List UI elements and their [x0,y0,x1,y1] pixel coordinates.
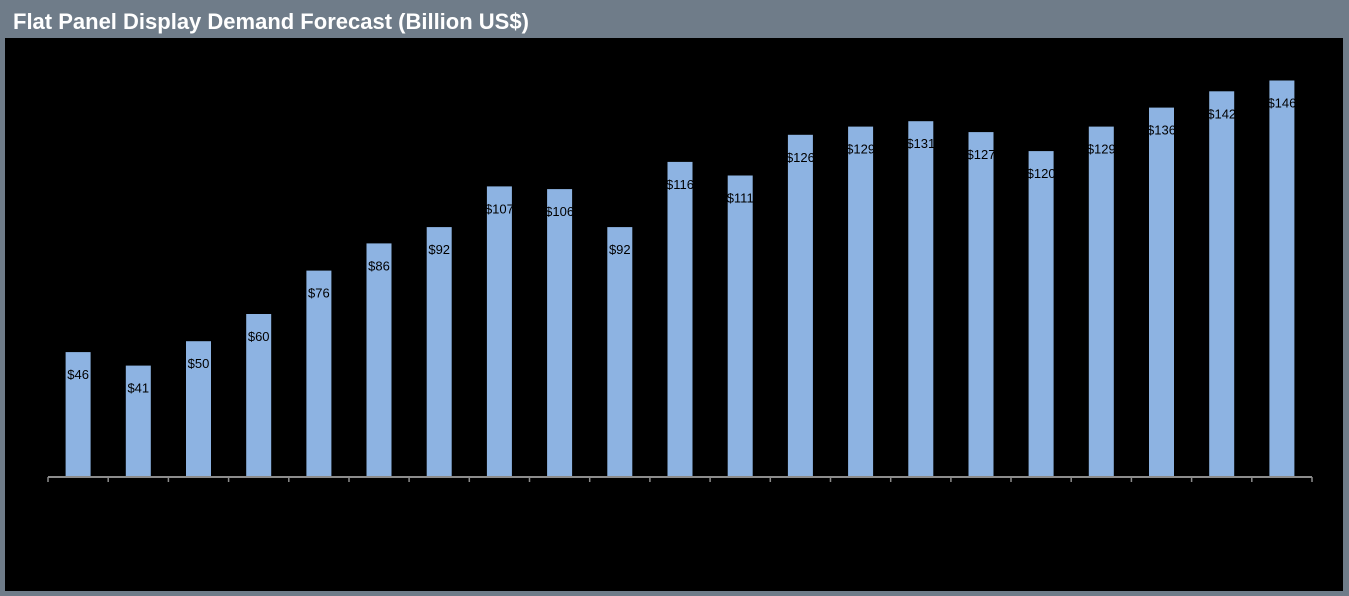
bar-20 [1209,91,1235,478]
bar-5 [306,270,332,477]
bar-3 [186,341,211,477]
data-label-21: $146 [1267,96,1296,111]
data-label-4: $60 [248,329,270,344]
bar-2 [125,365,151,477]
data-label-18: $129 [1087,142,1116,157]
data-label-6: $86 [368,258,390,273]
bar-17 [1028,151,1054,477]
data-label-2: $41 [127,381,149,396]
bar-11 [667,161,693,477]
data-label-11: $116 [666,177,694,192]
data-label-3: $50 [188,356,210,371]
data-label-7: $92 [428,242,450,257]
data-label-1: $46 [67,367,89,382]
bar-1 [65,352,91,477]
data-label-14: $129 [846,142,875,157]
data-label-20: $142 [1207,106,1236,121]
bar-16 [968,132,994,477]
bar-8 [486,186,512,477]
data-label-19: $136 [1147,123,1176,138]
bar-18 [1088,126,1114,477]
data-label-12: $111 [727,191,754,206]
bar-15 [908,121,934,477]
bar-13 [787,134,813,478]
data-label-8: $107 [485,201,514,216]
bar-7 [426,227,452,477]
data-label-5: $76 [308,286,330,301]
bar-4 [246,314,272,477]
data-label-15: $131 [906,136,935,151]
data-label-16: $127 [967,147,996,162]
data-label-13: $126 [786,150,815,165]
data-label-10: $92 [609,242,631,257]
bar-14 [848,126,874,477]
data-label-9: $106 [545,204,574,219]
data-label-17: $120 [1027,166,1056,181]
bar-6 [366,243,392,477]
bar-9 [547,189,573,477]
bar-12 [727,175,753,477]
plot-area: $46 $41 $50 $60 $76 $86 $92 $107 $106 $92 $116 $111… [5,38,1343,591]
bar-10 [607,227,633,477]
bar-chart: $46 $41 $50 $60 $76 $86 $92 $107 $106 $92 $116 $111… [47,80,1313,482]
chart-title: Flat Panel Display Demand Forecast (Bill… [13,9,529,34]
bar-19 [1149,107,1174,477]
bar-21 [1269,80,1295,477]
